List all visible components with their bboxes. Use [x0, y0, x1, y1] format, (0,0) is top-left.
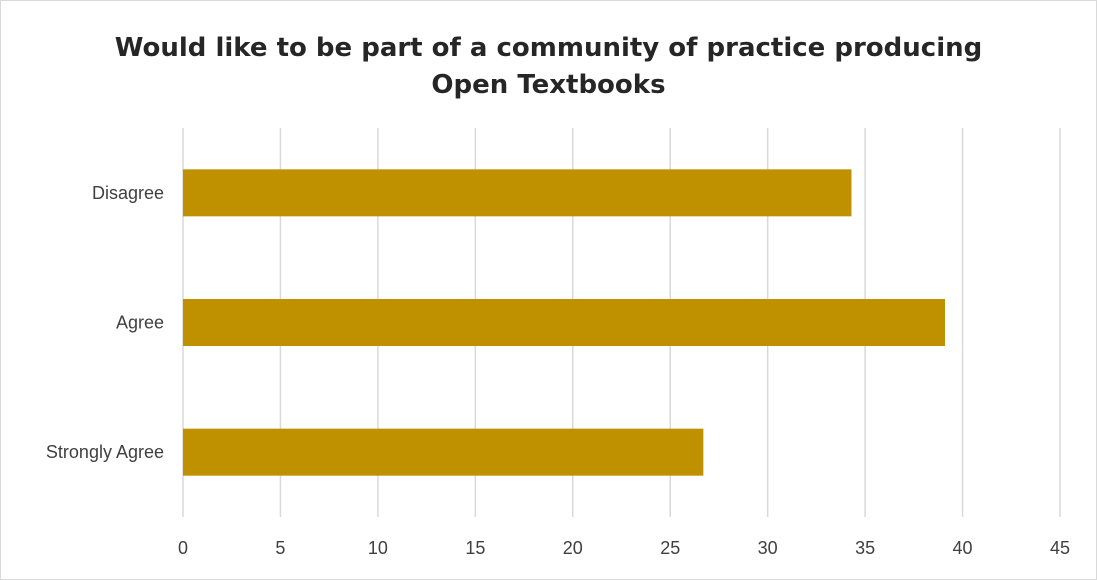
y-category-label: Strongly Agree	[46, 442, 164, 462]
bar	[183, 169, 852, 217]
x-tick-label: 25	[660, 538, 680, 558]
x-tick-label: 0	[178, 538, 188, 558]
x-tick-label: 15	[465, 538, 485, 558]
x-tick-label: 45	[1050, 538, 1070, 558]
bar	[183, 299, 946, 346]
y-category-label: Disagree	[92, 183, 164, 203]
y-category-label: Agree	[116, 313, 164, 333]
x-tick-label: 30	[758, 538, 778, 558]
x-tick-label: 20	[563, 538, 583, 558]
bar	[183, 428, 704, 476]
chart-title: Would like to be part of a community of …	[0, 30, 1097, 104]
x-tick-label: 10	[368, 538, 388, 558]
bars	[183, 169, 946, 476]
chart-title-line-2: Open Textbooks	[431, 70, 666, 100]
x-tick-labels: 0 5 10 15 20 25 30 35 40 45	[178, 538, 1070, 558]
chart-title-line-1: Would like to be part of a community of …	[114, 33, 983, 63]
x-tick-label: 40	[953, 538, 973, 558]
x-tick-label: 5	[275, 538, 285, 558]
x-tick-label: 35	[855, 538, 875, 558]
y-category-labels: Disagree Agree Strongly Agree	[46, 183, 164, 462]
